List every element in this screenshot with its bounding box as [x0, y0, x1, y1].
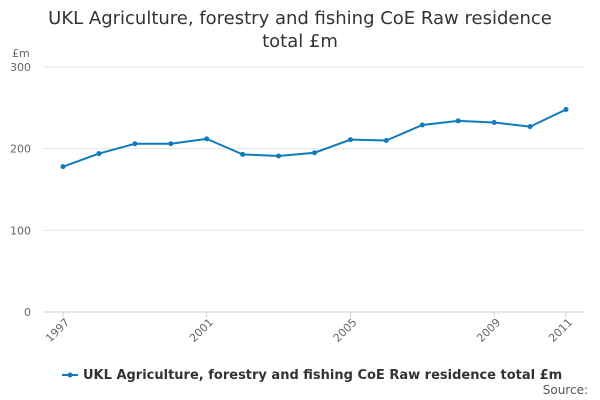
y-tick-label: 200 [10, 143, 31, 156]
x-tick-label: 2011 [546, 316, 575, 345]
y-axis-ticks: 0 100 200 300 [10, 61, 31, 319]
data-point[interactable] [563, 106, 569, 112]
source-label: Source: [543, 383, 588, 397]
data-point[interactable] [312, 150, 317, 156]
data-point[interactable] [60, 164, 66, 170]
gridlines [43, 66, 584, 313]
y-axis-unit-label: £m [12, 47, 30, 60]
data-point[interactable] [132, 141, 138, 147]
data-point[interactable] [240, 151, 246, 157]
series-layer [60, 106, 569, 170]
x-axis-ticks: 1997 2001 2005 2009 2011 [43, 312, 575, 345]
data-point[interactable] [455, 118, 461, 124]
data-point[interactable] [347, 137, 353, 143]
data-point[interactable] [383, 138, 389, 143]
chart-title: UKL Agriculture, forestry and fishing Co… [48, 8, 552, 52]
y-tick-label: 300 [10, 61, 31, 74]
series-line [62, 108, 567, 168]
data-point[interactable] [527, 124, 533, 130]
data-point[interactable] [204, 136, 210, 142]
data-point[interactable] [96, 151, 102, 157]
x-tick-label: 2005 [331, 316, 360, 345]
data-point[interactable] [419, 122, 425, 128]
x-tick-label: 1997 [43, 316, 72, 345]
data-point[interactable] [491, 120, 497, 126]
legend-label: UKL Agriculture, forestry and fishing Co… [83, 368, 562, 383]
legend-point-marker [67, 372, 73, 378]
data-point[interactable] [276, 153, 282, 159]
y-tick-label: 100 [10, 224, 31, 237]
x-tick-label: 2001 [187, 316, 216, 345]
chart-title-line-2: total £m [262, 31, 338, 52]
legend[interactable]: UKL Agriculture, forestry and fishing Co… [62, 368, 562, 383]
x-tick-label: 2009 [474, 316, 503, 345]
data-point[interactable] [168, 141, 174, 147]
chart-title-line-1: UKL Agriculture, forestry and fishing Co… [48, 8, 552, 29]
y-tick-label: 0 [24, 306, 31, 319]
